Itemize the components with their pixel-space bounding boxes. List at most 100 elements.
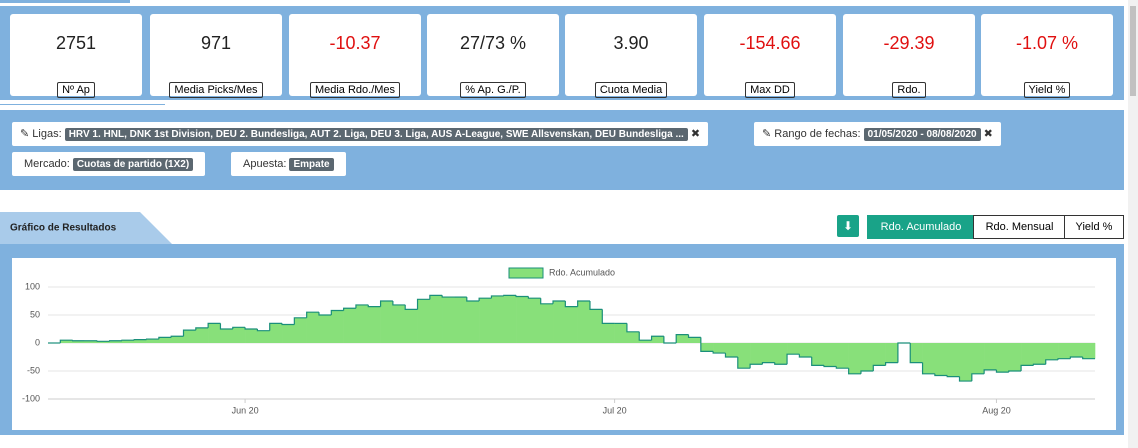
tag: 01/05/2020 - 08/08/2020 — [863, 128, 981, 141]
y-tick-label: 100 — [25, 281, 40, 291]
area-step — [947, 343, 960, 377]
stat-label: Media Picks/Mes — [169, 82, 263, 98]
line-step — [490, 295, 504, 299]
line-step — [232, 326, 246, 329]
line-step — [219, 323, 233, 330]
y-tick-label: -100 — [22, 393, 40, 403]
leagues-filter[interactable]: ✎ Ligas: HRV 1. HNL, DNK 1st Division, D… — [12, 122, 709, 146]
line-step — [392, 301, 406, 306]
area-step — [1021, 343, 1034, 366]
line-step — [921, 362, 935, 375]
line-step — [429, 294, 443, 300]
label: Rango de fechas: — [774, 128, 861, 140]
line-step — [1032, 363, 1046, 366]
area-step — [294, 317, 307, 343]
area-step — [860, 343, 874, 371]
chart: -100 -50 0 50 100 Jun 20 Jul 20 Aug 20 Rdo. Acum… — [12, 258, 1116, 430]
line-step — [552, 300, 566, 304]
area-step — [651, 336, 665, 343]
area-step — [183, 330, 197, 343]
area-step — [60, 340, 73, 343]
label: Apuesta: — [243, 158, 287, 170]
area-step — [848, 343, 862, 374]
line-step — [207, 322, 221, 328]
stat-card: 971 Media Picks/Mes — [150, 14, 282, 98]
tag: Cuotas de partido (1X2) — [72, 158, 194, 171]
area-step — [540, 303, 554, 343]
line-step — [687, 334, 701, 338]
area-step — [553, 301, 566, 343]
y-tick-label: -50 — [27, 365, 40, 375]
area-step — [392, 304, 406, 343]
area-step — [282, 324, 295, 343]
line-step — [860, 370, 874, 374]
y-tick-label: 50 — [30, 309, 40, 319]
line-step — [416, 298, 430, 310]
area-step — [306, 312, 320, 343]
stat-card: -154.66 Max DD — [704, 14, 836, 98]
line-step — [995, 369, 1009, 373]
line-step — [72, 340, 85, 342]
line-step — [577, 300, 590, 307]
filters-band: ✎ Ligas: HRV 1. HNL, DNK 1st Division, D… — [0, 110, 1124, 190]
scrollbar — [1128, 0, 1138, 448]
line-step — [343, 307, 356, 311]
line-step — [1069, 356, 1083, 359]
stat-label: Cuota Media — [594, 82, 668, 98]
bet-filter[interactable]: Apuesta: Empate — [231, 152, 346, 176]
line-step — [96, 340, 110, 342]
area-step — [516, 296, 529, 343]
area-step — [750, 343, 763, 365]
area-step — [959, 343, 973, 382]
line-step — [712, 351, 726, 354]
line-step — [318, 312, 332, 316]
area-step — [688, 337, 702, 343]
line-step — [503, 294, 517, 296]
line-step — [182, 329, 196, 337]
area-step — [626, 331, 640, 343]
area-step — [762, 343, 776, 363]
legend-swatch — [508, 267, 544, 279]
line-step — [774, 362, 788, 365]
area-step — [725, 343, 739, 357]
line-step — [564, 301, 578, 308]
section-title: Gráfico de Resultados — [10, 223, 117, 234]
area-step — [811, 343, 825, 366]
area-step — [602, 323, 615, 343]
line-step — [158, 336, 172, 340]
area-step — [774, 343, 788, 365]
line-step — [589, 301, 603, 310]
stat-card: 3.90 Cuota Media — [565, 14, 697, 98]
area-step — [343, 308, 357, 343]
area-step — [614, 323, 628, 343]
download-button[interactable]: ⬇ — [837, 215, 859, 237]
section-tab: Gráfico de Resultados — [0, 212, 172, 244]
area-step — [442, 297, 455, 343]
line-step — [108, 340, 122, 342]
tab-button[interactable]: Rdo. Acumulado — [867, 215, 975, 239]
tab-button[interactable]: Rdo. Mensual — [973, 215, 1066, 239]
line-step — [355, 304, 369, 309]
label: Mercado: — [24, 158, 70, 170]
tab-button[interactable]: Yield % — [1064, 215, 1124, 239]
line-step — [1008, 370, 1022, 373]
stat-card: -29.39 Rdo. — [843, 14, 975, 98]
stat-card: 27/73 % % Ap. G./P. — [427, 14, 559, 98]
area-step — [787, 343, 800, 355]
dates-filter[interactable]: ✎ Rango de fechas: 01/05/2020 - 08/08/20… — [754, 122, 1001, 146]
area-step — [158, 337, 172, 343]
area-step — [121, 340, 135, 343]
line-step — [909, 343, 923, 364]
stat-label: % Ap. G./P. — [460, 82, 526, 98]
stat-label: Media Rdo./Mes — [309, 82, 401, 98]
area-step — [565, 306, 578, 343]
line-step — [848, 368, 861, 375]
line-step — [404, 304, 418, 310]
market-filter[interactable]: Mercado: Cuotas de partido (1X2) — [12, 152, 206, 176]
line-step — [761, 362, 775, 365]
stat-label: Nº Ap — [57, 82, 95, 98]
line-step — [983, 369, 997, 374]
stat-value: 3.90 — [613, 33, 649, 53]
line-step — [971, 373, 985, 382]
